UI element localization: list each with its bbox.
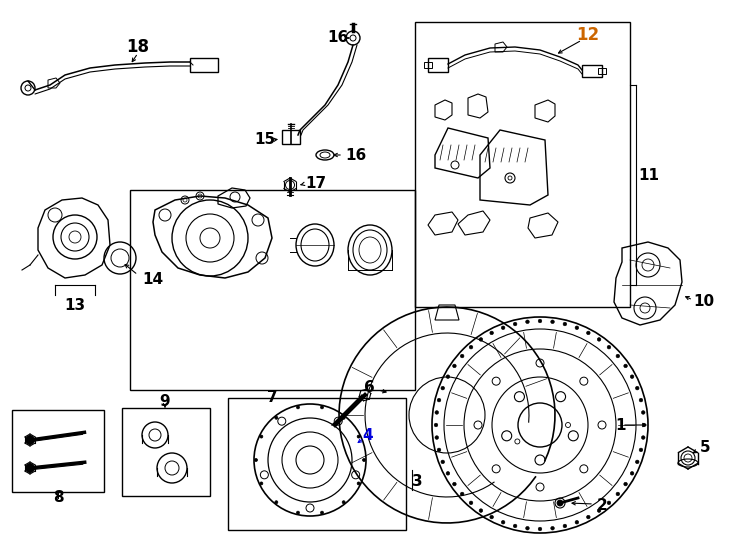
Circle shape (441, 460, 445, 464)
Circle shape (321, 406, 324, 409)
Circle shape (255, 458, 258, 462)
Text: 7: 7 (266, 390, 277, 406)
Bar (282, 130, 300, 144)
Circle shape (260, 435, 263, 438)
Circle shape (642, 423, 646, 427)
Text: 8: 8 (53, 490, 63, 505)
Circle shape (453, 482, 457, 486)
Circle shape (441, 386, 445, 390)
Circle shape (642, 410, 645, 414)
Bar (122, 408, 210, 496)
Circle shape (538, 319, 542, 323)
Circle shape (437, 448, 441, 451)
Circle shape (607, 346, 611, 349)
Circle shape (513, 322, 517, 326)
Circle shape (636, 460, 639, 464)
Text: 6: 6 (364, 381, 375, 395)
Circle shape (26, 435, 34, 444)
Bar (424, 62, 432, 68)
Circle shape (363, 458, 366, 462)
Circle shape (435, 423, 437, 427)
Text: 13: 13 (65, 298, 86, 313)
Circle shape (479, 509, 483, 512)
Circle shape (607, 501, 611, 505)
Circle shape (639, 448, 643, 451)
Circle shape (597, 338, 601, 341)
Circle shape (297, 511, 299, 514)
Circle shape (275, 416, 278, 419)
Text: 18: 18 (126, 38, 150, 56)
Circle shape (460, 492, 464, 496)
Circle shape (275, 501, 278, 504)
Circle shape (636, 386, 639, 390)
Circle shape (479, 338, 483, 341)
Circle shape (616, 354, 619, 358)
Circle shape (586, 331, 590, 335)
Circle shape (526, 526, 529, 530)
Circle shape (342, 501, 345, 504)
Circle shape (501, 326, 505, 329)
Circle shape (631, 375, 634, 379)
Circle shape (446, 471, 450, 475)
Text: 16: 16 (327, 30, 349, 45)
Text: 12: 12 (576, 26, 600, 44)
Circle shape (557, 500, 563, 506)
Circle shape (321, 511, 324, 514)
Circle shape (437, 399, 441, 402)
Circle shape (563, 322, 567, 326)
Bar (228, 398, 406, 530)
Text: 4: 4 (363, 428, 374, 442)
Circle shape (550, 320, 554, 323)
Bar (415, 22, 630, 307)
Circle shape (563, 524, 567, 528)
Circle shape (538, 527, 542, 531)
Circle shape (550, 526, 554, 530)
Text: 14: 14 (142, 273, 163, 287)
Circle shape (575, 326, 578, 329)
Bar (428, 58, 448, 72)
Circle shape (453, 364, 457, 368)
Text: 3: 3 (412, 475, 423, 489)
Bar (598, 68, 606, 74)
Bar (12, 410, 104, 492)
Circle shape (639, 399, 643, 402)
Circle shape (513, 524, 517, 528)
Text: 10: 10 (693, 294, 714, 309)
Text: 17: 17 (305, 176, 326, 191)
Circle shape (435, 436, 438, 440)
Circle shape (469, 501, 473, 505)
Circle shape (624, 482, 628, 486)
Text: 15: 15 (255, 132, 275, 147)
Circle shape (586, 515, 590, 519)
Text: 9: 9 (160, 395, 170, 409)
Text: 16: 16 (345, 147, 366, 163)
Circle shape (342, 416, 345, 419)
Circle shape (357, 435, 360, 438)
Text: 11: 11 (638, 167, 659, 183)
Circle shape (624, 364, 628, 368)
Circle shape (597, 509, 601, 512)
Circle shape (297, 406, 299, 409)
Circle shape (490, 331, 493, 335)
Circle shape (446, 375, 450, 379)
Text: 1: 1 (615, 417, 625, 433)
Circle shape (460, 354, 464, 358)
Circle shape (260, 482, 263, 485)
Circle shape (357, 482, 360, 485)
Bar (190, 58, 218, 72)
Circle shape (616, 492, 619, 496)
Text: 2: 2 (597, 497, 608, 512)
Circle shape (435, 410, 438, 414)
Circle shape (526, 320, 529, 323)
Circle shape (575, 521, 578, 524)
Circle shape (631, 471, 634, 475)
Bar (582, 65, 602, 77)
Text: 5: 5 (700, 441, 711, 456)
Circle shape (490, 515, 493, 519)
Circle shape (469, 346, 473, 349)
Bar (130, 190, 415, 390)
Circle shape (501, 521, 505, 524)
Circle shape (642, 436, 645, 440)
Circle shape (26, 463, 34, 472)
